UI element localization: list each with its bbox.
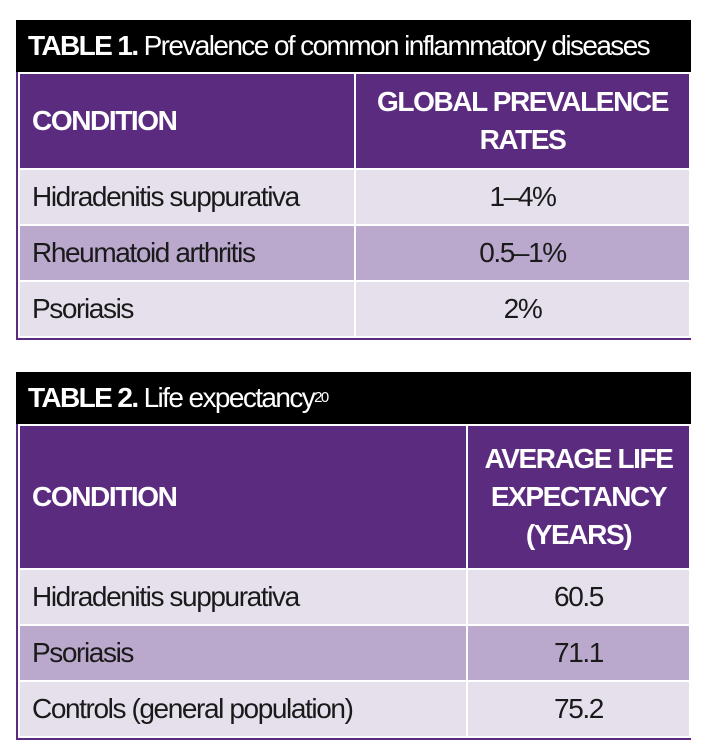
table-2-title-text: Life expectancy	[143, 382, 316, 413]
condition-cell: Psoriasis	[18, 280, 356, 338]
value-cell: 1–4%	[354, 168, 691, 226]
table-2-title: TABLE 2. Life expectancy 20	[16, 372, 691, 424]
column-header-life-expectancy: AVERAGE LIFE EXPECTANCY (YEARS)	[466, 424, 691, 570]
table-1-title: TABLE 1. Prevalence of common inflammato…	[16, 20, 691, 72]
table-2-title-label: TABLE 2.	[28, 382, 139, 413]
value-cell: 2%	[354, 280, 691, 338]
table-1-title-label: TABLE 1.	[28, 30, 139, 61]
table-row: Rheumatoid arthritis 0.5–1%	[18, 224, 691, 282]
table-row: Hidradenitis suppurativa 1–4%	[18, 168, 691, 226]
table-row: Controls (general population) 75.2	[18, 680, 691, 738]
condition-cell: Controls (general population)	[18, 680, 468, 738]
value-cell: 75.2	[466, 680, 691, 738]
column-header-prevalence: GLOBAL PREVALENCE RATES	[354, 72, 691, 170]
table-2-header-row: CONDITION AVERAGE LIFE EXPECTANCY (YEARS…	[18, 424, 691, 570]
table-row: Psoriasis 71.1	[18, 624, 691, 682]
table-2: TABLE 2. Life expectancy 20 CONDITION AVE…	[16, 372, 691, 740]
table-1-title-text: Prevalence of common inflammatory diseas…	[143, 30, 651, 61]
table-row: Psoriasis 2%	[18, 280, 691, 338]
table-2-body: CONDITION AVERAGE LIFE EXPECTANCY (YEARS…	[16, 424, 691, 740]
value-cell: 60.5	[466, 568, 691, 626]
table-1-body: CONDITION GLOBAL PREVALENCE RATES Hidrad…	[16, 72, 691, 340]
condition-cell: Hidradenitis suppurativa	[18, 568, 468, 626]
table-1: TABLE 1. Prevalence of common inflammato…	[16, 20, 691, 340]
value-cell: 71.1	[466, 624, 691, 682]
column-header-condition: CONDITION	[18, 424, 468, 570]
condition-cell: Rheumatoid arthritis	[18, 224, 356, 282]
condition-cell: Hidradenitis suppurativa	[18, 168, 356, 226]
column-header-condition: CONDITION	[18, 72, 356, 170]
table-row: Hidradenitis suppurativa 60.5	[18, 568, 691, 626]
condition-cell: Psoriasis	[18, 624, 468, 682]
table-1-header-row: CONDITION GLOBAL PREVALENCE RATES	[18, 72, 691, 170]
value-cell: 0.5–1%	[354, 224, 691, 282]
